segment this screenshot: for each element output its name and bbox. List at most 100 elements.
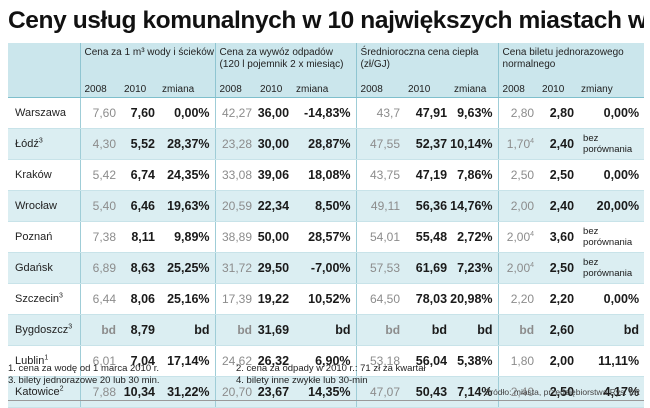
ticket-2008: 2,50 bbox=[497, 159, 539, 191]
water-2008: 4,30 bbox=[79, 128, 120, 160]
heat-2010: 47,19 bbox=[404, 159, 451, 191]
waste-2010: 26,32 bbox=[256, 345, 293, 377]
heat-2008: 64,50 bbox=[355, 283, 405, 315]
ticket-2010: 2,40 bbox=[538, 190, 578, 222]
waste-2008: bd bbox=[214, 314, 257, 346]
water-change: 28,37% bbox=[158, 128, 216, 160]
year-2008: 2008 bbox=[214, 81, 257, 98]
header-water: Cena za 1 m³ wody i ścieków bbox=[79, 43, 216, 81]
water-2008: 7,60 bbox=[79, 97, 120, 129]
footer: 1. cena za wodę od 1 marca 2010 r. 3. bi… bbox=[8, 363, 644, 401]
city-name: Katowice bbox=[15, 386, 60, 398]
header-row: Cena za 1 m³ wody i ścieków Cena za wywó… bbox=[8, 43, 645, 81]
water-2008: 7,38 bbox=[79, 221, 120, 253]
heat-2008: 43,75 bbox=[355, 159, 405, 191]
heat-change: 14,76% bbox=[450, 190, 499, 222]
waste-change: 28,57% bbox=[292, 221, 357, 253]
water-2010: 7,60 bbox=[120, 97, 158, 129]
heat-2010: 56,04 bbox=[404, 345, 451, 377]
year-2010: 2010 bbox=[256, 81, 293, 98]
header-corner bbox=[8, 43, 80, 81]
city-name: Lublin bbox=[15, 355, 45, 367]
ticket-footnote-ref: 4 bbox=[530, 231, 535, 238]
ticket-2008: 2,20 bbox=[497, 283, 539, 315]
waste-2010: 19,22 bbox=[256, 283, 293, 315]
water-2008: 6,01 bbox=[79, 345, 120, 377]
bottom-rule bbox=[8, 400, 644, 401]
ticket-2008: 1,80 bbox=[497, 345, 539, 377]
change-label: zmiana bbox=[158, 81, 216, 98]
water-2010: 8,11 bbox=[120, 221, 158, 253]
ticket-2010: 2,40 bbox=[538, 128, 578, 160]
city-name: Wrocław bbox=[15, 200, 57, 212]
heat-2010: 47,91 bbox=[404, 97, 451, 129]
heat-2008: 47,55 bbox=[355, 128, 405, 160]
city-footnote-ref: 3 bbox=[59, 292, 63, 300]
water-change: 0,00% bbox=[158, 97, 216, 129]
city-name: Szczecin bbox=[15, 293, 60, 305]
city-cell: Poznań bbox=[8, 221, 80, 253]
water-2010: 8,06 bbox=[120, 283, 158, 315]
heat-change: 7,23% bbox=[450, 252, 499, 284]
page-title: Ceny usług komunalnych w 10 największych… bbox=[8, 7, 644, 34]
city-cell: Bygdoszcz3 bbox=[8, 314, 80, 346]
water-change: 17,14% bbox=[158, 345, 216, 377]
ticket-change: bez porównania bbox=[577, 128, 645, 160]
water-change: 24,35% bbox=[158, 159, 216, 191]
water-change: 25,25% bbox=[158, 252, 216, 284]
ticket-2008: 2,004 bbox=[497, 221, 539, 253]
price-table: Cena za 1 m³ wody i ścieków Cena za wywó… bbox=[8, 43, 645, 408]
ticket-2010: 2,80 bbox=[538, 97, 578, 129]
heat-2008: 54,01 bbox=[355, 221, 405, 253]
table-row: Bygdoszcz3 bd 8,79 bd bd 31,69 bd bd bd bd bd 2,60 b… bbox=[8, 314, 645, 346]
table-body: Warszawa 7,60 7,60 0,00% 42,27 36,00 -14,83% 43… bbox=[8, 97, 645, 408]
ticket-2010: 2,60 bbox=[538, 314, 578, 346]
heat-change: bd bbox=[450, 314, 499, 346]
city-name: Bygdoszcz bbox=[15, 324, 69, 336]
ticket-change: 11,11% bbox=[577, 345, 645, 377]
heat-2010: 52,37 bbox=[404, 128, 451, 160]
waste-2010: 22,34 bbox=[256, 190, 293, 222]
waste-2008: 38,89 bbox=[214, 221, 257, 253]
waste-2008: 23,28 bbox=[214, 128, 257, 160]
heat-2010: bd bbox=[404, 314, 451, 346]
city-name: Gdańsk bbox=[15, 262, 53, 274]
year-2010: 2010 bbox=[538, 81, 578, 98]
water-change: 9,89% bbox=[158, 221, 216, 253]
change-label: zmiana bbox=[292, 81, 357, 98]
ticket-2010: 2,50 bbox=[538, 159, 578, 191]
water-2008: bd bbox=[79, 314, 120, 346]
city-cell: Warszawa bbox=[8, 97, 80, 129]
ticket-2010: 2,50 bbox=[538, 252, 578, 284]
city-cell: Kraków bbox=[8, 159, 80, 191]
heat-2010: 78,03 bbox=[404, 283, 451, 315]
ticket-change: 20,00% bbox=[577, 190, 645, 222]
header-ticket: Cena biletu jednorazowego normalnego bbox=[497, 43, 645, 81]
waste-change: -7,00% bbox=[292, 252, 357, 284]
table-row: Gdańsk 6,89 8,63 25,25% 31,72 29,50 -7,00% 57,5… bbox=[8, 252, 645, 284]
ticket-2010: 3,60 bbox=[538, 221, 578, 253]
ticket-2010: 2,00 bbox=[538, 345, 578, 377]
city-footnote-ref: 3 bbox=[68, 323, 73, 331]
waste-change: -14,83% bbox=[292, 97, 357, 129]
change-label: zmiana bbox=[450, 81, 499, 98]
waste-change: 6,90% bbox=[292, 345, 357, 377]
table-row: Warszawa 7,60 7,60 0,00% 42,27 36,00 -14,83% 43… bbox=[8, 97, 645, 129]
ticket-footnote-ref: 4 bbox=[530, 262, 535, 269]
city-footnote-ref: 2 bbox=[59, 385, 64, 393]
header-heat: Średnioroczna cena ciepła (zł/GJ) bbox=[355, 43, 499, 81]
year-2010: 2010 bbox=[404, 81, 451, 98]
waste-2008: 42,27 bbox=[214, 97, 257, 129]
heat-2010: 55,48 bbox=[404, 221, 451, 253]
waste-2010: 39,06 bbox=[256, 159, 293, 191]
ticket-change: 4,17% bbox=[577, 376, 645, 408]
ticket-change: 0,00% bbox=[577, 283, 645, 315]
ticket-change: bez porównania bbox=[577, 221, 645, 253]
heat-2008: bd bbox=[355, 314, 405, 346]
water-2008: 5,40 bbox=[79, 190, 120, 222]
ticket-2008: 2,004 bbox=[497, 252, 539, 284]
heat-2010: 61,69 bbox=[404, 252, 451, 284]
city-name: Warszawa bbox=[15, 107, 66, 119]
heat-change: 9,63% bbox=[450, 97, 499, 129]
city-footnote-ref: 1 bbox=[44, 354, 49, 362]
